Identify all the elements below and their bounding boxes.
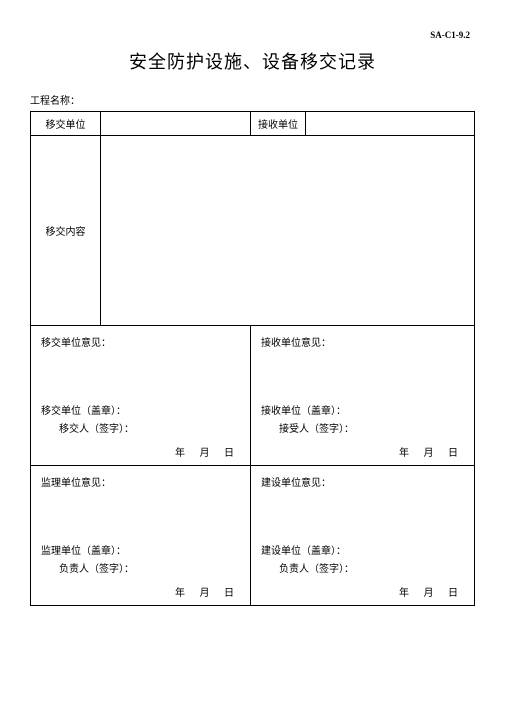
construction-opinion-title: 建设单位意见： — [261, 474, 464, 489]
receive-sign-label: 接受人（签字）： — [279, 420, 354, 435]
form-table: 移交单位 接收单位 移交内容 移交单位意见： 移交单位（盖章）： 移交人（签字）… — [30, 111, 475, 606]
page-title: 安全防护设施、设备移交记录 — [30, 48, 475, 74]
receive-stamp-label: 接收单位（盖章）： — [261, 402, 346, 417]
construction-date-label: 年 月 日 — [399, 584, 464, 599]
content-label: 移交内容 — [31, 136, 101, 326]
page: SA-C1-9.2 安全防护设施、设备移交记录 工程名称： 移交单位 接收单位 … — [0, 0, 505, 626]
document-code: SA-C1-9.2 — [30, 30, 475, 40]
receive-unit-label: 接收单位 — [251, 112, 306, 136]
supervision-stamp-label: 监理单位（盖章）： — [41, 542, 126, 557]
opinion-row-1: 移交单位意见： 移交单位（盖章）： 移交人（签字）： 年 月 日 接收单位意见：… — [31, 326, 475, 466]
transfer-date-label: 年 月 日 — [175, 444, 240, 459]
construction-stamp-label: 建设单位（盖章）： — [261, 542, 346, 557]
supervision-opinion-cell: 监理单位意见： 监理单位（盖章）： 负责人（签字）： 年 月 日 — [31, 466, 251, 606]
construction-opinion-cell: 建设单位意见： 建设单位（盖章）： 负责人（签字）： 年 月 日 — [251, 466, 475, 606]
transfer-opinion-cell: 移交单位意见： 移交单位（盖章）： 移交人（签字）： 年 月 日 — [31, 326, 251, 466]
transfer-stamp-label: 移交单位（盖章）： — [41, 402, 126, 417]
project-name-label: 工程名称： — [30, 92, 475, 107]
content-row: 移交内容 — [31, 136, 475, 326]
opinion-row-2: 监理单位意见： 监理单位（盖章）： 负责人（签字）： 年 月 日 建设单位意见：… — [31, 466, 475, 606]
transfer-unit-label: 移交单位 — [31, 112, 101, 136]
transfer-opinion-title: 移交单位意见： — [41, 334, 240, 349]
transfer-unit-value — [101, 112, 251, 136]
content-value — [101, 136, 475, 326]
receive-opinion-title: 接收单位意见： — [261, 334, 464, 349]
header-row: 移交单位 接收单位 — [31, 112, 475, 136]
receive-unit-value — [306, 112, 475, 136]
supervision-date-label: 年 月 日 — [175, 584, 240, 599]
construction-sign-label: 负责人（签字）： — [279, 560, 354, 575]
transfer-sign-label: 移交人（签字）： — [59, 420, 134, 435]
receive-opinion-cell: 接收单位意见： 接收单位（盖章）： 接受人（签字）： 年 月 日 — [251, 326, 475, 466]
supervision-sign-label: 负责人（签字）： — [59, 560, 134, 575]
receive-date-label: 年 月 日 — [399, 444, 464, 459]
supervision-opinion-title: 监理单位意见： — [41, 474, 240, 489]
